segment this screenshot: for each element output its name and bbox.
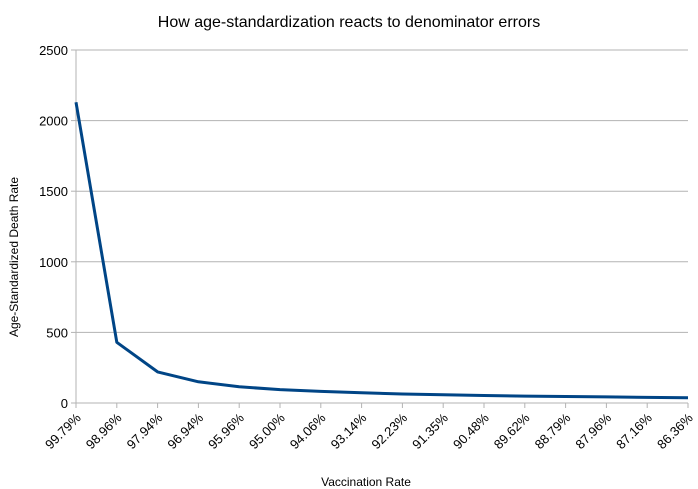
y-tick-label: 2000 [39,114,68,129]
gridlines [76,49,688,404]
y-tick-label: 2500 [39,43,68,58]
x-tick-label: 96.94% [164,410,206,452]
x-tick-label: 93.14% [328,410,370,452]
x-tick-label: 88.79% [532,410,574,452]
x-tick-label: 87.16% [613,410,655,452]
y-tick-label: 1000 [39,255,68,270]
x-tick-label: 99.79% [42,410,84,452]
chart-title: How age-standardization reacts to denomi… [157,14,541,31]
x-tick-label: 87.96% [572,410,614,452]
x-tick-label: 98.96% [83,410,125,452]
x-tick-label: 94.06% [287,410,329,452]
x-axis-label: Vaccination Rate [321,475,411,489]
x-tick-label: 91.35% [409,410,451,452]
series-line [74,101,689,400]
y-axis-label: Age-Standardized Death Rate [7,177,21,337]
x-tick-label: 89.62% [491,410,533,452]
x-tick-label: 90.48% [450,410,492,452]
x-tick-label: 97.94% [124,410,166,452]
x-tick-label: 95.96% [205,410,247,452]
y-tick-label: 1500 [39,184,68,199]
x-tick-label: 95.00% [246,410,288,452]
axes [71,49,689,408]
y-tick-label: 0 [61,396,68,411]
y-tick-labels: 0 500 1000 1500 2000 2500 [39,43,68,411]
y-tick-label: 500 [46,325,68,340]
x-tick-label: 86.36% [654,410,696,452]
x-tick-labels: 99.79% 98.96% 97.94% 96.94% 95.96% 95.00% 94.0… [42,410,696,452]
x-tick-label: 92.23% [368,410,410,452]
